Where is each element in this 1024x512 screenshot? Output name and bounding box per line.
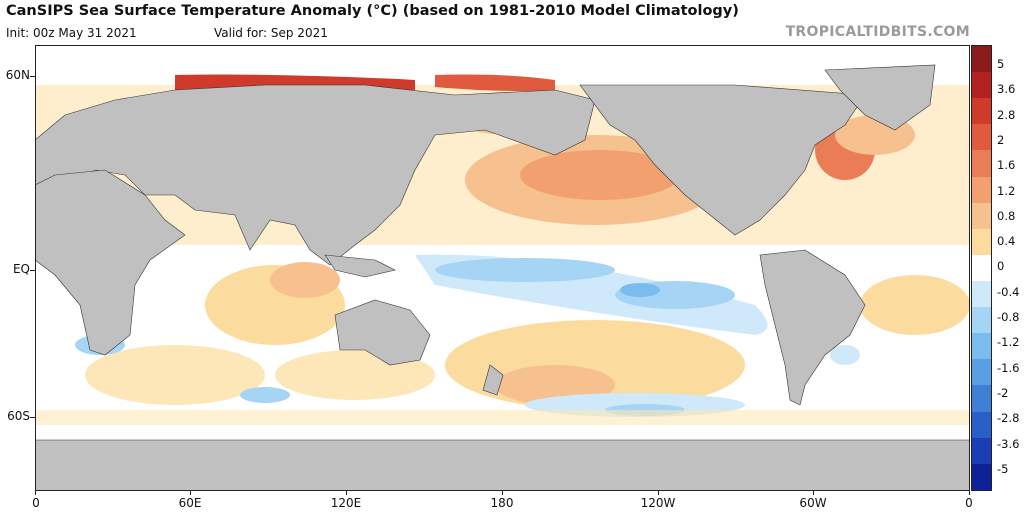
colorbar-segment bbox=[972, 150, 991, 177]
lon-tick-120e bbox=[346, 491, 347, 495]
lat-tick-eq bbox=[30, 270, 35, 271]
colorbar-segment bbox=[972, 411, 991, 438]
lon-tick-120w bbox=[658, 491, 659, 495]
lon-tick-60e bbox=[190, 491, 191, 495]
lon-label-180: 180 bbox=[490, 496, 514, 510]
lon-label-120e: 120E bbox=[330, 496, 362, 510]
map-title: CanSIPS Sea Surface Temperature Anomaly … bbox=[6, 3, 739, 19]
colorbar-label: 2.8 bbox=[997, 107, 1016, 122]
lat-label-60s: 60S bbox=[7, 409, 30, 423]
lon-tick-0-right bbox=[969, 491, 970, 495]
brand-watermark: TROPICALTIDBITS.COM bbox=[785, 24, 970, 40]
colorbar-segment bbox=[972, 46, 991, 73]
colorbar-label: -1.6 bbox=[997, 360, 1020, 375]
colorbar-segment bbox=[972, 307, 991, 334]
colorbar-segment bbox=[972, 202, 991, 229]
lat-tick-60s bbox=[30, 417, 35, 418]
colorbar-label: -5 bbox=[997, 461, 1009, 476]
land-greenland bbox=[824, 64, 936, 131]
sst-anomaly-map bbox=[35, 45, 970, 491]
colorbar-label: 1.6 bbox=[997, 158, 1016, 173]
colorbar-label: -2.8 bbox=[997, 411, 1020, 426]
lon-label-0-right: 0 bbox=[965, 496, 973, 510]
lon-tick-0-left bbox=[35, 491, 36, 495]
colorbar-label: 1.2 bbox=[997, 183, 1016, 198]
colorbar-segment bbox=[972, 385, 991, 412]
land-masses bbox=[35, 64, 970, 491]
colorbar-label: -0.8 bbox=[997, 310, 1020, 324]
lon-label-60w: 60W bbox=[799, 496, 827, 510]
lon-label-120w: 120W bbox=[640, 496, 676, 510]
land-new-zealand bbox=[482, 364, 504, 396]
colorbar-label: 5 bbox=[997, 57, 1005, 71]
land-australia bbox=[334, 299, 431, 366]
land-south-america bbox=[759, 249, 866, 406]
lon-label-60e: 60E bbox=[178, 496, 202, 510]
colorbar-label: 3.6 bbox=[997, 82, 1016, 97]
land-indonesia bbox=[324, 254, 396, 278]
colorbar-label: -0.4 bbox=[997, 284, 1020, 299]
colorbar-segment bbox=[972, 98, 991, 125]
colorbar-segment bbox=[972, 72, 991, 99]
colorbar-segment bbox=[972, 280, 991, 308]
lon-label-0-left: 0 bbox=[32, 496, 40, 510]
init-time: Init: 00z May 31 2021 bbox=[6, 26, 137, 40]
colorbar-label: -3.6 bbox=[997, 436, 1020, 451]
lon-tick-60w bbox=[813, 491, 814, 495]
colorbar-segment bbox=[972, 254, 991, 281]
colorbar-label: 0 bbox=[997, 259, 1005, 274]
colorbar-segment bbox=[972, 228, 991, 255]
colorbar-segment bbox=[972, 437, 991, 464]
colorbar-segment bbox=[972, 176, 991, 203]
colorbar-segment bbox=[972, 463, 991, 490]
colorbar-segment bbox=[972, 333, 991, 360]
land-africa bbox=[35, 169, 186, 356]
lat-tick-60n bbox=[30, 76, 35, 77]
colorbar-label: -2 bbox=[997, 385, 1009, 400]
colorbar-label: -1.2 bbox=[997, 335, 1020, 350]
colorbar-label: 0.4 bbox=[997, 234, 1016, 249]
land-antarctica bbox=[35, 439, 970, 491]
colorbar-segment bbox=[972, 359, 991, 386]
lon-tick-180 bbox=[502, 491, 503, 495]
colorbar-label: 2 bbox=[997, 132, 1005, 147]
valid-time: Valid for: Sep 2021 bbox=[214, 26, 328, 40]
lat-label-60n: 60N bbox=[5, 68, 30, 82]
colorbar bbox=[971, 45, 992, 491]
colorbar-label: 0.8 bbox=[997, 208, 1016, 223]
lat-label-eq: EQ bbox=[12, 262, 30, 276]
map-canvas bbox=[35, 45, 970, 491]
colorbar-segment bbox=[972, 124, 991, 151]
